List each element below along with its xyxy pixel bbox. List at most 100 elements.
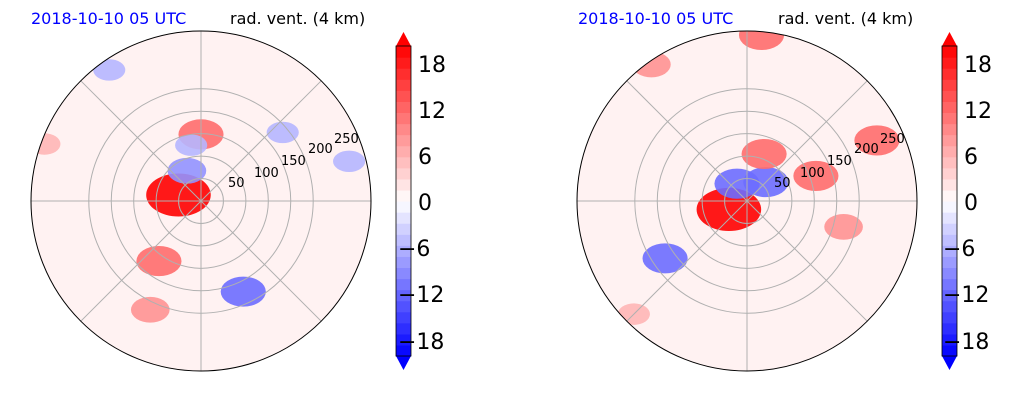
colorbar-2-band-5: [942, 289, 957, 302]
colorbar-1-band-25: [396, 68, 411, 80]
colorbar-1-band-17: [396, 156, 411, 169]
colorbar-1-band-26: [396, 57, 411, 69]
colorbar-1-band-22: [396, 101, 411, 114]
colorbar-1-band-9: [396, 245, 411, 257]
colorbar-1-band-3: [396, 311, 411, 324]
panel-1-feature-7: [333, 150, 366, 173]
colorbar-2-band-7: [942, 267, 957, 280]
colorbar-2-band-25: [942, 68, 957, 80]
colorbar-2-band-13: [942, 201, 957, 213]
panel-2-feature-5: [854, 125, 900, 156]
colorbar-2-tick-m6: −6: [943, 237, 975, 262]
colorbar-1-extend-max: [396, 32, 411, 46]
polar-panel-2: 2018-10-10 05 UTC rad. vent. (4 km) 50 1…: [576, 9, 918, 372]
panel-2-radial-label-200: 200: [854, 142, 879, 157]
colorbar-1-tick-0: 0: [418, 191, 432, 216]
colorbar-1-tick-m12: −12: [398, 283, 444, 308]
colorbar-2-band-15: [942, 178, 957, 191]
panel-1-feature-4: [167, 157, 207, 184]
panel-2-spoke-225: [626, 200, 748, 322]
colorbar-2-tick-m18: −18: [943, 330, 989, 355]
colorbar-1-band-13: [396, 201, 411, 213]
panel-1-feature-2: [136, 246, 182, 277]
colorbar-1-band-4: [396, 300, 411, 313]
colorbar-1-tick-m6: −6: [398, 237, 430, 262]
colorbar-2-tick-6: 6: [964, 145, 978, 170]
panel-2-spoke-135: [626, 80, 748, 202]
panel-2-radial-label-50: 50: [774, 176, 791, 191]
colorbar-2-band-24: [942, 79, 957, 91]
colorbar-2-band-12: [942, 212, 957, 224]
colorbar-1-band-11: [396, 223, 411, 235]
colorbar-1-outline: [395, 45, 412, 357]
colorbar-1-band-16: [396, 167, 411, 180]
panel-1-variable-title: rad. vent. (4 km): [230, 9, 365, 28]
panel-1-radial-label-200: 200: [308, 142, 333, 157]
colorbar-2-bands: [941, 32, 958, 370]
colorbar-1-band-2: [396, 322, 411, 335]
colorbar-2-band-8: [942, 256, 957, 269]
colorbar-2-band-18: [942, 145, 957, 158]
colorbar-2-band-23: [942, 90, 957, 102]
panel-1-polar-grid: [31, 31, 371, 371]
colorbar-1-band-18: [396, 145, 411, 158]
colorbar-2-tick-0: 0: [964, 191, 978, 216]
panel-1-feature-6: [266, 121, 299, 144]
colorbar-1-band-6: [396, 278, 411, 291]
colorbar-1-band-12: [396, 212, 411, 224]
panel-1-radial-label-250: 250: [334, 132, 359, 147]
panel-2-polar-grid: [577, 31, 917, 371]
colorbar-2-band-20: [942, 123, 957, 136]
colorbar-2-band-2: [942, 322, 957, 335]
colorbar-1-band-1: [396, 333, 411, 346]
colorbar-2-band-11: [942, 223, 957, 235]
colorbar-1-band-23: [396, 90, 411, 102]
colorbar-1-band-0: [396, 344, 411, 357]
colorbar-2-band-26: [942, 57, 957, 69]
panel-2-variable-title: rad. vent. (4 km): [778, 9, 913, 28]
colorbar-1-band-14: [396, 189, 411, 202]
panel-2-radial-label-150: 150: [827, 154, 852, 169]
panel-1-feature-0: [146, 173, 211, 217]
panel-2-feature-4: [793, 160, 839, 191]
colorbar-2-outline: [941, 45, 958, 357]
colorbar-1-band-21: [396, 112, 411, 125]
colorbar-2-band-27: [942, 46, 957, 58]
panel-1-feature-9: [93, 59, 126, 81]
polar-panel-1: 2018-10-10 05 UTC rad. vent. (4 km) 50 1…: [30, 9, 372, 372]
colorbar-2-band-4: [942, 300, 957, 313]
colorbar-1-band-19: [396, 134, 411, 147]
colorbar-1-tick-m18: −18: [398, 330, 444, 355]
colorbar-1-band-5: [396, 289, 411, 302]
panel-1-date-title: 2018-10-10 05 UTC: [31, 9, 186, 28]
colorbar-1-tick-18: 18: [418, 53, 446, 78]
panel-2-radial-label-250: 250: [880, 132, 905, 147]
panel-1-boundary: [30, 30, 372, 372]
colorbar-1-band-10: [396, 234, 411, 246]
panel-2-boundary: [576, 30, 918, 372]
panel-2-spoke-315: [746, 200, 868, 322]
colorbar-2-band-9: [942, 245, 957, 257]
colorbar-2-band-1: [942, 333, 957, 346]
panel-1-spoke-135: [80, 80, 202, 202]
panel-1-radial-label-50: 50: [228, 176, 245, 191]
panel-1-feature-8: [220, 276, 266, 307]
panel-2-feature-6: [824, 214, 863, 240]
colorbar-2-tick-18: 18: [964, 53, 992, 78]
colorbar-1-tick-12: 12: [418, 99, 446, 124]
panel-2-spoke-45: [746, 80, 868, 202]
colorbar-1-band-8: [396, 256, 411, 269]
colorbar-2: 18 12 6 0 −6 −12 −18: [941, 32, 992, 370]
colorbar-1-band-24: [396, 79, 411, 91]
panel-1-spoke-225: [80, 200, 202, 322]
colorbar-2-band-16: [942, 167, 957, 180]
colorbar-2-band-3: [942, 311, 957, 324]
colorbar-1-extend-min: [396, 356, 411, 370]
colorbar-2-band-19: [942, 134, 957, 147]
colorbar-2-band-17: [942, 156, 957, 169]
colorbar-1-band-15: [396, 178, 411, 191]
panel-2-feature-7: [738, 31, 785, 51]
panel-1-feature-3: [130, 296, 170, 323]
colorbar-1: 18 12 6 0 −6 −12 −18: [395, 32, 446, 370]
